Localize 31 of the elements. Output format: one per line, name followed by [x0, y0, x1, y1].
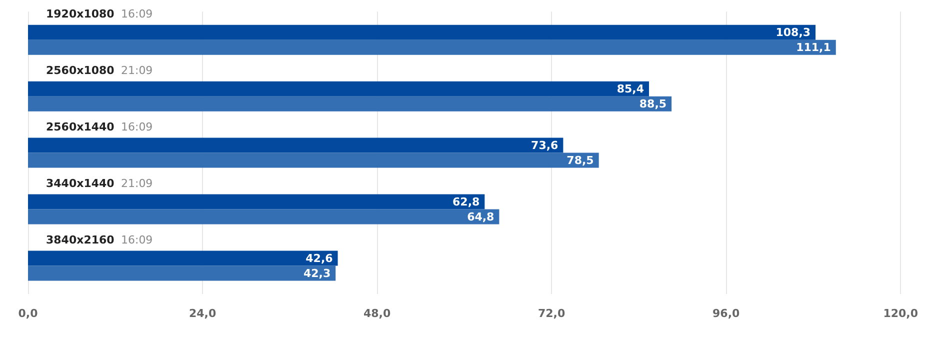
x-tick-label: 96,0 — [712, 307, 740, 320]
bar — [28, 40, 836, 55]
data-label: 42,3 — [303, 266, 331, 280]
data-label: 111,1 — [796, 40, 831, 54]
bar — [28, 96, 672, 112]
data-label: 62,8 — [452, 195, 480, 208]
data-label: 64,8 — [467, 210, 494, 224]
y-tick-label: 2560x1440 16:09 — [46, 120, 153, 134]
bar — [28, 250, 338, 266]
data-label: 88,5 — [639, 97, 667, 110]
y-tick-label: 3840x2160 16:09 — [46, 233, 153, 246]
data-label: 73,6 — [531, 138, 559, 152]
data-label: 108,3 — [776, 26, 811, 39]
bar — [28, 24, 816, 40]
bar — [28, 194, 485, 210]
bar — [28, 81, 650, 96]
bar — [28, 138, 564, 153]
x-tick-label: 0,0 — [18, 307, 38, 320]
x-tick-label: 24,0 — [188, 307, 216, 320]
x-tick-label: 48,0 — [363, 307, 391, 320]
y-tick-label: 1920x1080 16:09 — [46, 7, 153, 20]
data-label: 78,5 — [566, 154, 594, 167]
x-tick-label: 72,0 — [538, 307, 566, 320]
bar — [28, 266, 336, 281]
data-label: 42,6 — [306, 252, 334, 265]
bar — [28, 152, 599, 168]
y-tick-label: 2560x1080 21:09 — [46, 64, 153, 77]
bar — [28, 209, 500, 224]
x-tick-label: 120,0 — [883, 307, 918, 320]
data-label: 85,4 — [616, 82, 644, 96]
y-tick-label: 3440x1440 21:09 — [46, 176, 153, 190]
